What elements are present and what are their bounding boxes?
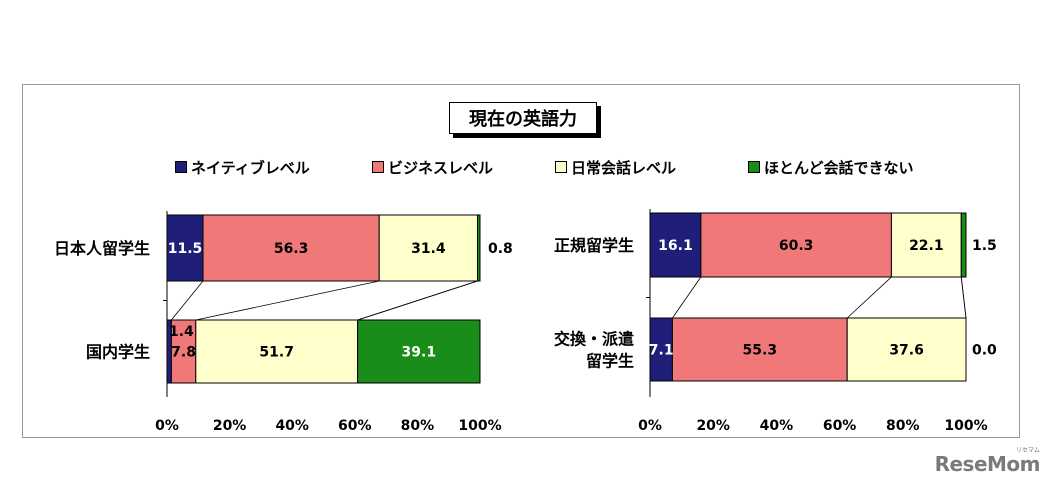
legend-swatch-native — [175, 161, 187, 173]
value-label: 37.6 — [889, 343, 924, 359]
bar-segment-business — [700, 212, 892, 278]
series-connector-line — [672, 276, 702, 319]
value-label: 55.3 — [743, 343, 778, 359]
bar-segment-daily — [890, 212, 962, 278]
resemom-watermark: ReseMom — [934, 452, 1041, 476]
value-label: 0.8 — [488, 241, 513, 257]
legend-swatch-none — [748, 161, 760, 173]
series-connector-line — [846, 276, 892, 319]
value-label: 56.3 — [274, 241, 309, 257]
x-tick-label: 60% — [338, 418, 372, 434]
category-label: 国内学生 — [86, 343, 150, 362]
bar-segment-daily — [378, 214, 478, 282]
watermark-ruby: リセマム — [1015, 447, 1040, 454]
series-connector-line — [357, 280, 478, 321]
value-label: 1.4 — [169, 324, 194, 340]
value-label: 39.1 — [402, 345, 437, 361]
x-tick-label: 80% — [401, 418, 435, 434]
value-label: 31.4 — [411, 241, 446, 257]
bar-segment-daily — [846, 317, 967, 382]
x-tick-label: 80% — [886, 418, 920, 434]
legend-item-native: ネイティブレベル — [175, 157, 310, 177]
value-label: 51.7 — [259, 345, 294, 361]
value-label: 60.3 — [779, 238, 814, 254]
value-label: 0.0 — [972, 343, 997, 359]
x-tick-label: 0% — [638, 418, 662, 434]
x-tick-label: 40% — [275, 418, 309, 434]
legend-swatch-business — [372, 161, 384, 173]
legend-item-business: ビジネスレベル — [372, 157, 493, 177]
value-label: 22.1 — [909, 238, 944, 254]
value-label: 7.8 — [171, 345, 196, 361]
series-connector-line — [960, 276, 967, 319]
bar-segment-business — [170, 319, 197, 384]
legend-label-none: ほとんど会話できない — [764, 158, 914, 177]
bar-segment-native — [649, 212, 702, 278]
x-tick-label: 0% — [155, 418, 179, 434]
category-label: 日本人留学生 — [54, 239, 150, 258]
legend-label-daily: 日常会話レベル — [571, 158, 677, 177]
series-connector-line — [171, 280, 204, 321]
x-tick-label: 20% — [696, 418, 730, 434]
legend-item-none: ほとんど会話できない — [748, 157, 914, 177]
legend-item-daily: 日常会話レベル — [555, 157, 676, 177]
legend-label-business: ビジネスレベル — [388, 158, 494, 177]
chart-title: 現在の英語力 — [449, 102, 597, 134]
category-label: 正規留学生 — [554, 236, 634, 255]
value-label: 11.5 — [168, 241, 203, 257]
bar-segment-business — [671, 317, 848, 382]
category-label: 交換・派遣 — [554, 330, 634, 349]
x-tick-label: 60% — [823, 418, 857, 434]
x-tick-label: 100% — [944, 418, 987, 434]
x-tick-label: 40% — [760, 418, 794, 434]
value-label: 16.1 — [658, 238, 693, 254]
legend-label-native: ネイティブレベル — [191, 158, 310, 177]
x-tick-label: 20% — [213, 418, 247, 434]
legend-swatch-daily — [555, 161, 567, 173]
bar-segment-none — [476, 214, 481, 282]
bar-segment-none — [960, 212, 967, 278]
value-label: 7.1 — [649, 343, 674, 359]
x-tick-label: 100% — [458, 418, 501, 434]
value-label: 1.5 — [972, 238, 997, 254]
bar-segment-none — [357, 319, 481, 384]
bar-segment-daily — [195, 319, 359, 384]
bar-segment-business — [202, 214, 380, 282]
series-connector-line — [195, 280, 380, 321]
chart-panel — [22, 84, 1020, 438]
category-label: 留学生 — [586, 352, 634, 371]
